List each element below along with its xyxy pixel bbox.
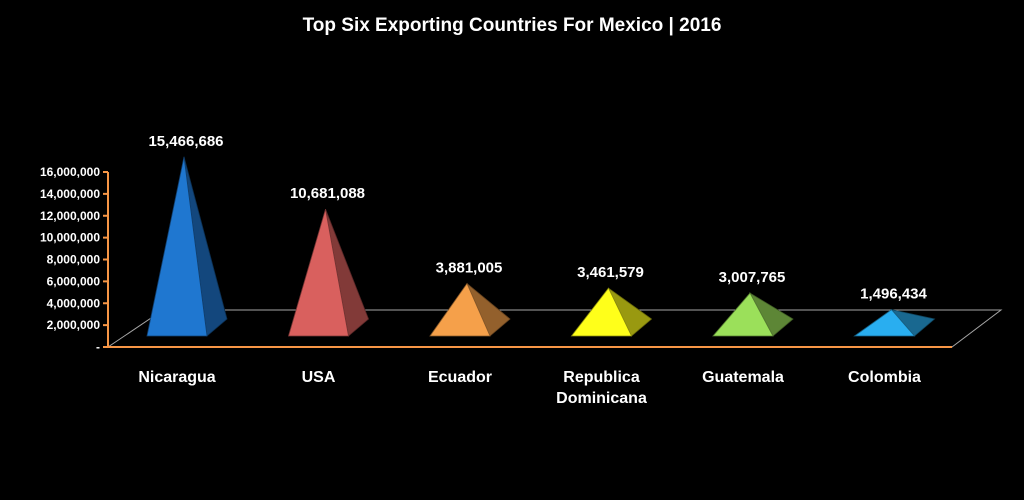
y-tick-label: 4,000,000 [47,296,101,310]
pyramid-front-face [429,282,491,337]
pyramid-front-face [853,309,916,337]
pyramid-front-face [712,292,774,337]
pyramid-usa [287,209,369,337]
data-label: 15,466,686 [148,133,223,150]
data-label: 3,007,765 [719,269,786,286]
pyramid-front-face [287,209,349,337]
category-label: USA [302,369,336,386]
data-label: 3,881,005 [436,260,503,277]
data-labels: 15,466,686 10,681,088 3,881,005 3,461,579 3,… [148,133,927,303]
data-label: 10,681,088 [290,185,365,202]
chart-title: Top Six Exporting Countries For Mexico |… [303,15,722,36]
category-label: Guatemala [702,369,784,386]
pyramid-guatemala [712,292,794,337]
pyramid-nicaragua [146,156,228,337]
data-label: 3,461,579 [577,264,644,281]
y-ticks: - 2,000,000 4,000,000 6,000,000 8,000,000 10,… [40,165,108,354]
y-tick-label: 8,000,000 [47,253,101,267]
category-labels: Nicaragua USA Ecuador Republica Dominicana Gu… [138,369,921,407]
pyramid-front-face [146,156,208,337]
pyramids [146,156,936,337]
y-tick-label: 16,000,000 [40,165,100,179]
y-tick-label: - [96,340,100,354]
y-tick-label: 6,000,000 [47,274,101,288]
y-tick-label: 2,000,000 [47,318,101,332]
pyramid-colombia [853,308,936,337]
pyramid-front-face [570,287,633,337]
category-label: Republica Dominicana [556,369,647,407]
y-tick-label: 14,000,000 [40,187,100,201]
pyramid-ecuador [429,282,511,337]
category-label: Ecuador [428,369,492,386]
category-label: Nicaragua [138,369,215,386]
y-tick-label: 10,000,000 [40,231,100,245]
y-tick-label: 12,000,000 [40,209,100,223]
category-label: Colombia [848,369,921,386]
pyramid-republica-dominicana [570,287,653,337]
data-label: 1,496,434 [860,286,927,303]
